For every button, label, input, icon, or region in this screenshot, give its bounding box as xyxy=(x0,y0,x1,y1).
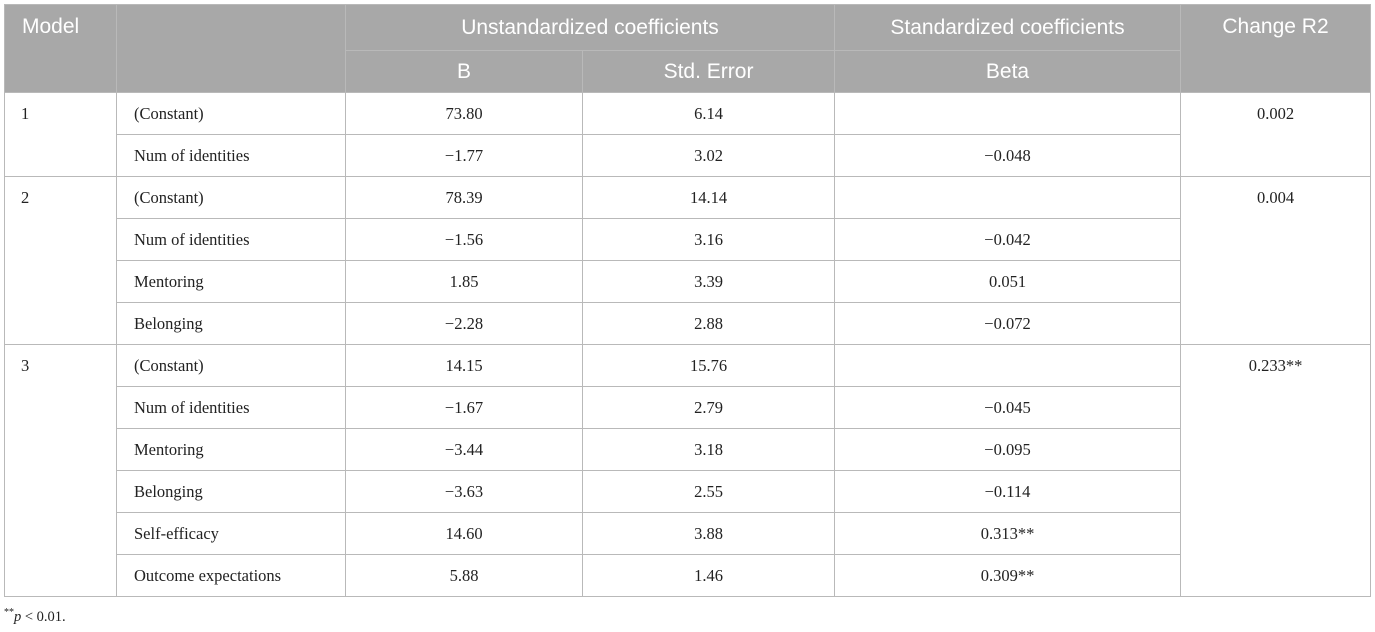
beta-value: 0.051 xyxy=(834,260,1182,303)
header-model: Model xyxy=(4,4,117,93)
beta-value: 0.309** xyxy=(834,554,1182,597)
table-header: Model Unstandardized coefficients Standa… xyxy=(4,4,1372,93)
table-row: Self-efficacy 14.60 3.88 0.313** xyxy=(5,512,1371,555)
b-value: −1.67 xyxy=(345,386,583,429)
model-number: 1 xyxy=(4,92,117,177)
b-value: 1.85 xyxy=(345,260,583,303)
b-value: −3.63 xyxy=(345,470,583,513)
beta-value: −0.072 xyxy=(834,302,1182,345)
variable-name: Belonging xyxy=(116,302,346,345)
table-row: Num of identities −1.56 3.16 −0.042 xyxy=(5,218,1371,261)
std-error-value: 3.16 xyxy=(581,218,836,261)
beta-value: −0.045 xyxy=(834,386,1182,429)
variable-name: (Constant) xyxy=(116,176,346,219)
header-variable-blank xyxy=(116,4,346,93)
table-row: Belonging −2.28 2.88 −0.072 xyxy=(5,302,1371,345)
header-beta: Beta xyxy=(834,50,1182,93)
footnote-text: < 0.01. xyxy=(21,609,66,625)
b-value: −3.44 xyxy=(345,428,583,471)
variable-name: (Constant) xyxy=(116,344,346,387)
beta-value: −0.114 xyxy=(834,470,1182,513)
header-change-r2: Change R2 xyxy=(1180,4,1372,93)
header-b: B xyxy=(345,50,583,93)
header-std-error: Std. Error xyxy=(581,50,836,93)
change-r2-value: 0.004 xyxy=(1180,176,1372,345)
model-number: 2 xyxy=(4,176,117,345)
table-row: 3 (Constant) 14.15 15.76 0.233** xyxy=(4,344,1372,597)
std-error-value: 3.39 xyxy=(581,260,836,303)
std-error-value: 2.55 xyxy=(581,470,836,513)
variable-name: Mentoring xyxy=(116,260,346,303)
variable-name: (Constant) xyxy=(116,92,346,135)
beta-value xyxy=(834,344,1182,387)
table-row: Num of identities −1.77 3.02 −0.048 xyxy=(5,134,1371,177)
table-row: Mentoring −3.44 3.18 −0.095 xyxy=(5,428,1371,471)
b-value: −1.77 xyxy=(345,134,583,177)
variable-name: Num of identities xyxy=(116,218,346,261)
header-unstandardized: Unstandardized coefficients xyxy=(344,4,836,51)
beta-value: −0.048 xyxy=(834,134,1182,177)
regression-table: Model Unstandardized coefficients Standa… xyxy=(4,4,1372,597)
std-error-value: 14.14 xyxy=(581,176,836,219)
table-row: 1 (Constant) 73.80 6.14 0.002 xyxy=(4,92,1372,177)
change-r2-value: 0.002 xyxy=(1180,92,1372,177)
b-value: 78.39 xyxy=(345,176,583,219)
variable-name: Mentoring xyxy=(116,428,346,471)
table-row: Belonging −3.63 2.55 −0.114 xyxy=(5,470,1371,513)
table-row: Mentoring 1.85 3.39 0.051 xyxy=(5,260,1371,303)
beta-value xyxy=(834,176,1182,219)
std-error-value: 2.88 xyxy=(581,302,836,345)
b-value: −2.28 xyxy=(345,302,583,345)
change-r2-value: 0.233** xyxy=(1180,344,1372,597)
variable-name: Num of identities xyxy=(116,134,346,177)
table-row: Outcome expectations 5.88 1.46 0.309** xyxy=(5,554,1371,597)
variable-name: Belonging xyxy=(116,470,346,513)
variable-name: Num of identities xyxy=(116,386,346,429)
std-error-value: 2.79 xyxy=(581,386,836,429)
beta-value: 0.313** xyxy=(834,512,1182,555)
variable-name: Self-efficacy xyxy=(116,512,346,555)
std-error-value: 15.76 xyxy=(581,344,836,387)
beta-value: −0.095 xyxy=(834,428,1182,471)
b-value: −1.56 xyxy=(345,218,583,261)
std-error-value: 3.18 xyxy=(581,428,836,471)
b-value: 5.88 xyxy=(345,554,583,597)
table-body: 1 (Constant) 73.80 6.14 0.002 Num of identiti… xyxy=(4,92,1372,597)
std-error-value: 1.46 xyxy=(581,554,836,597)
std-error-value: 3.02 xyxy=(581,134,836,177)
beta-value: −0.042 xyxy=(834,218,1182,261)
model-number: 3 xyxy=(4,344,117,597)
b-value: 14.60 xyxy=(345,512,583,555)
table-row: Num of identities −1.67 2.79 −0.045 xyxy=(5,386,1371,429)
footnote: **p < 0.01. xyxy=(4,607,66,626)
header-standardized: Standardized coefficients xyxy=(834,4,1182,51)
variable-name: Outcome expectations xyxy=(116,554,346,597)
std-error-value: 6.14 xyxy=(581,92,836,135)
table-row: 2 (Constant) 78.39 14.14 0.004 xyxy=(4,176,1372,345)
footnote-symbol: p xyxy=(14,609,22,625)
b-value: 14.15 xyxy=(345,344,583,387)
footnote-marker: ** xyxy=(4,607,14,618)
b-value: 73.80 xyxy=(345,92,583,135)
std-error-value: 3.88 xyxy=(581,512,836,555)
beta-value xyxy=(834,92,1182,135)
